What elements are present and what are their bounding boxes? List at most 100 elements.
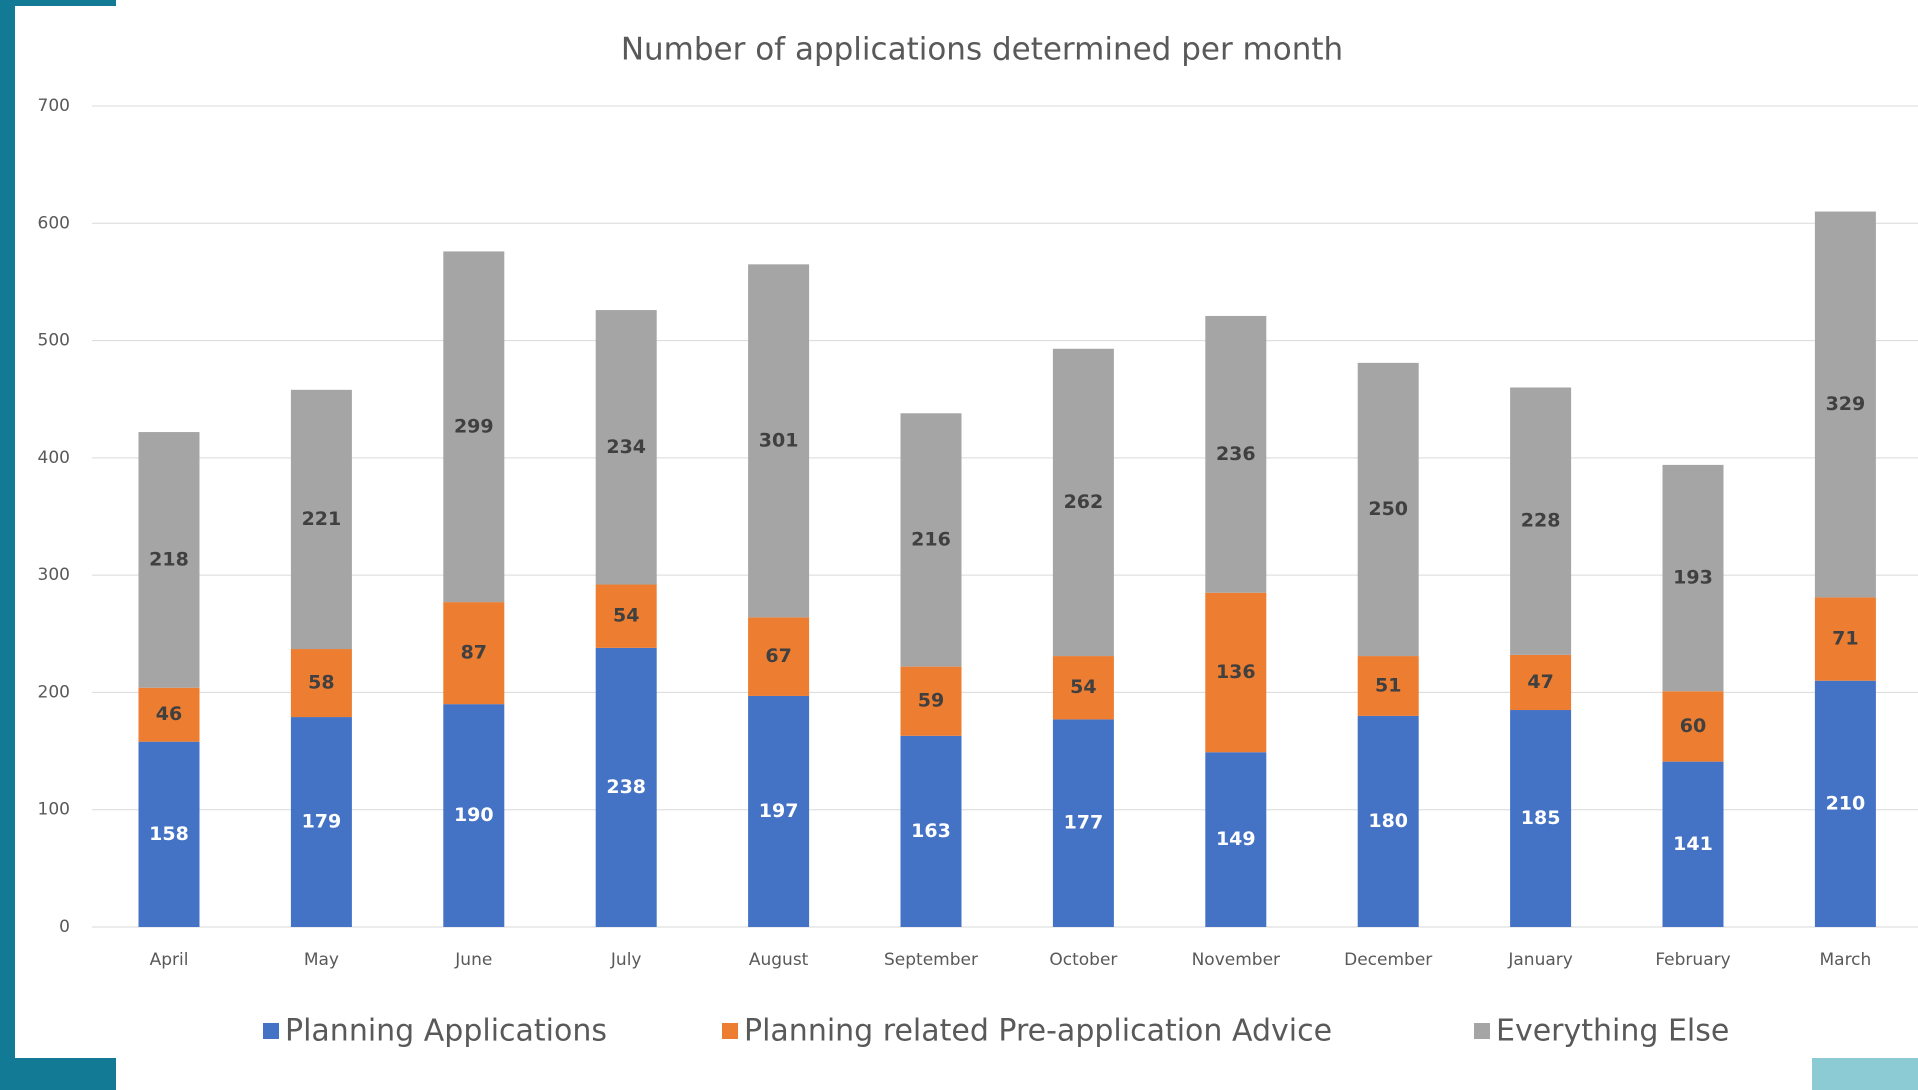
bar-segment bbox=[748, 617, 810, 696]
data-label: 47 bbox=[1527, 671, 1553, 693]
bar-segment bbox=[290, 389, 352, 650]
data-label: 210 bbox=[1826, 792, 1866, 814]
bar-segment bbox=[595, 647, 657, 927]
corner-block bbox=[1812, 1058, 1918, 1090]
data-label: 136 bbox=[1216, 661, 1256, 683]
data-label: 301 bbox=[759, 429, 799, 451]
data-label: 141 bbox=[1673, 833, 1713, 855]
bar-segment bbox=[1510, 387, 1572, 655]
data-label: 228 bbox=[1521, 510, 1561, 532]
data-label: 193 bbox=[1673, 567, 1713, 589]
chart-title: Number of applications determined per mo… bbox=[621, 32, 1343, 68]
x-tick-label: May bbox=[304, 950, 339, 970]
x-tick-label: June bbox=[454, 950, 492, 970]
bar-segment bbox=[1357, 362, 1419, 657]
x-tick-label: October bbox=[1049, 950, 1117, 970]
data-label: 250 bbox=[1368, 498, 1408, 520]
y-tick-label: 100 bbox=[38, 800, 70, 820]
bar-segment bbox=[1357, 656, 1419, 716]
bar-segment bbox=[1205, 752, 1267, 927]
data-label: 67 bbox=[765, 645, 791, 667]
bar-segment bbox=[1662, 761, 1724, 927]
bar-segment bbox=[900, 666, 962, 736]
data-label: 221 bbox=[302, 508, 342, 530]
corner-block bbox=[0, 0, 116, 6]
data-label: 234 bbox=[606, 436, 646, 458]
legend-swatch bbox=[722, 1023, 738, 1039]
x-tick-label: December bbox=[1344, 950, 1432, 970]
bar-segment bbox=[1814, 211, 1876, 598]
bar-segment bbox=[1052, 348, 1114, 657]
y-tick-label: 600 bbox=[38, 213, 70, 233]
data-label: 179 bbox=[302, 811, 342, 833]
data-label: 158 bbox=[149, 823, 189, 845]
bar-segment bbox=[290, 649, 352, 718]
bar-segment bbox=[748, 695, 810, 927]
bar-segment bbox=[290, 717, 352, 927]
bar-segment bbox=[1205, 315, 1267, 593]
bar-segment bbox=[1510, 710, 1572, 927]
data-label: 51 bbox=[1375, 674, 1401, 696]
data-label: 190 bbox=[454, 804, 494, 826]
x-tick-label: January bbox=[1507, 950, 1572, 970]
data-label: 197 bbox=[759, 800, 799, 822]
data-label: 149 bbox=[1216, 828, 1256, 850]
bar-segment bbox=[1662, 691, 1724, 762]
data-label: 299 bbox=[454, 415, 494, 437]
legend-swatch bbox=[263, 1023, 279, 1039]
data-label: 216 bbox=[911, 528, 951, 550]
bar-segment bbox=[1052, 719, 1114, 927]
bar-segment bbox=[1814, 680, 1876, 927]
data-label: 46 bbox=[156, 703, 182, 725]
y-tick-label: 500 bbox=[38, 331, 70, 351]
y-tick-label: 400 bbox=[38, 448, 70, 468]
data-label: 58 bbox=[308, 672, 334, 694]
bar-segment bbox=[595, 310, 657, 585]
x-tick-label: April bbox=[150, 950, 189, 970]
data-label: 262 bbox=[1064, 491, 1104, 513]
bar-segment bbox=[1205, 592, 1267, 753]
data-label: 163 bbox=[911, 820, 951, 842]
y-tick-label: 0 bbox=[59, 917, 70, 937]
y-tick-label: 200 bbox=[38, 682, 70, 702]
legend-label: Planning Applications bbox=[285, 1014, 607, 1049]
bar-segment bbox=[1510, 654, 1572, 711]
data-label: 185 bbox=[1521, 807, 1561, 829]
data-label: 54 bbox=[1070, 676, 1096, 698]
x-tick-label: August bbox=[749, 950, 809, 970]
bar-segment bbox=[443, 704, 505, 927]
side-strip bbox=[0, 0, 15, 1090]
bar-segment bbox=[1357, 715, 1419, 927]
bar-segment bbox=[1052, 656, 1114, 720]
bar-segment bbox=[900, 735, 962, 927]
x-tick-label: July bbox=[610, 950, 642, 970]
data-label: 238 bbox=[606, 776, 646, 798]
data-label: 236 bbox=[1216, 443, 1256, 465]
bar-segment bbox=[138, 741, 200, 927]
legend-swatch bbox=[1474, 1023, 1490, 1039]
corner-block bbox=[0, 1058, 116, 1090]
data-label: 60 bbox=[1680, 715, 1706, 737]
bar-segment bbox=[138, 432, 200, 688]
data-label: 87 bbox=[461, 642, 487, 664]
bar-segment bbox=[748, 264, 810, 618]
data-label: 329 bbox=[1826, 393, 1866, 415]
data-label: 180 bbox=[1368, 810, 1408, 832]
x-tick-label: September bbox=[884, 950, 978, 970]
legend-label: Everything Else bbox=[1496, 1014, 1729, 1049]
data-label: 54 bbox=[613, 605, 639, 627]
bar-segment bbox=[595, 584, 657, 648]
data-label: 71 bbox=[1832, 628, 1858, 650]
data-label: 218 bbox=[149, 548, 189, 570]
y-tick-label: 300 bbox=[38, 565, 70, 585]
bar-segment bbox=[138, 687, 200, 742]
bar-segment bbox=[443, 251, 505, 603]
bar-segment bbox=[900, 413, 962, 667]
bar-segment bbox=[1662, 464, 1724, 692]
y-tick-label: 700 bbox=[38, 96, 70, 116]
data-label: 177 bbox=[1064, 812, 1104, 834]
x-tick-label: November bbox=[1192, 950, 1280, 970]
legend-label: Planning related Pre-application Advice bbox=[744, 1014, 1332, 1049]
bar-segment bbox=[1814, 597, 1876, 681]
